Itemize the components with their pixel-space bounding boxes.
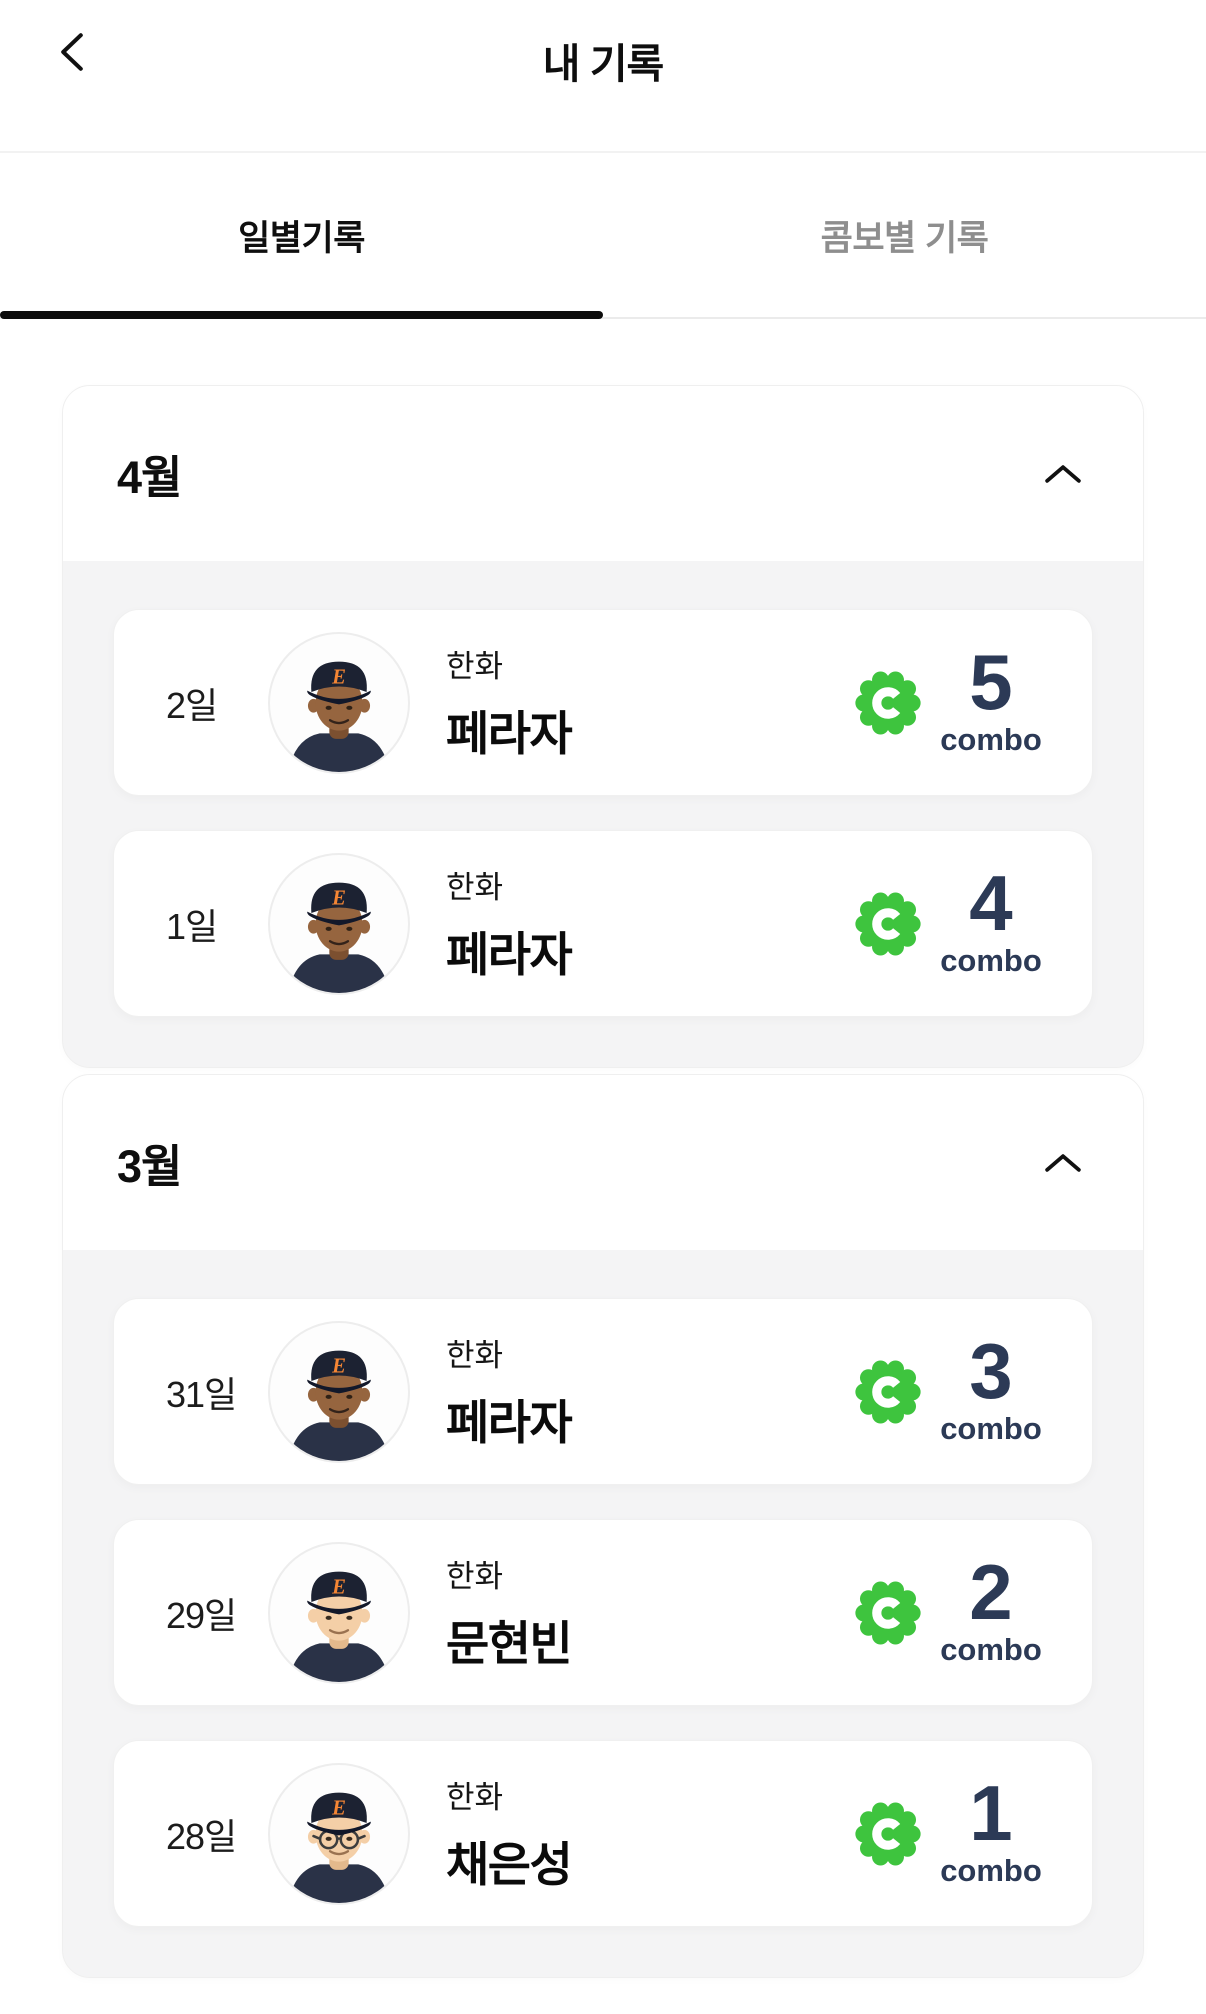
month-title: 4월: [117, 452, 182, 503]
team-name: 한화: [446, 1338, 504, 1373]
combo-badge-icon: [855, 1802, 921, 1865]
record-card[interactable]: 29일 E: [113, 1519, 1093, 1706]
combo-value: 3 combo: [938, 1327, 1044, 1447]
combo-value: 5 combo: [938, 638, 1044, 758]
combo-label: combo: [940, 1631, 1042, 1667]
combo-group: 1 combo: [854, 1769, 1044, 1889]
chevron-left-icon: [61, 33, 83, 71]
section-body: 2일 E: [63, 561, 1143, 1067]
combo-count: 2: [969, 1548, 1013, 1637]
collapse-section-button[interactable]: [1037, 1137, 1089, 1189]
player-info: 한화 페라자: [446, 641, 573, 764]
player-name: 페라자: [446, 928, 573, 981]
app-bar: 내 기록: [0, 0, 1206, 151]
combo-value: 2 combo: [938, 1548, 1044, 1668]
player-avatar: E: [268, 1320, 410, 1463]
combo-count: 5: [969, 638, 1013, 727]
combo-group: 3 combo: [854, 1327, 1044, 1447]
player-name: 페라자: [446, 1396, 573, 1449]
record-date: 31일: [166, 1373, 237, 1415]
chevron-up-icon: [1045, 1153, 1081, 1172]
team-name: 한화: [446, 870, 504, 905]
player-name: 채은성: [446, 1838, 573, 1891]
combo-group: 4 combo: [854, 859, 1044, 979]
month-section: 3월 31일: [62, 1074, 1144, 1978]
player-info: 한화 문현빈: [446, 1551, 573, 1674]
page-title: 내 기록: [542, 41, 665, 87]
player-info: 한화 페라자: [446, 862, 573, 985]
combo-group: 5 combo: [854, 638, 1044, 758]
record-date: 2일: [166, 684, 218, 726]
player-avatar: E: [268, 1762, 410, 1905]
tab-daily-records[interactable]: 일별기록: [0, 153, 603, 317]
month-header[interactable]: 4월: [63, 386, 1143, 561]
svg-text:E: E: [331, 1797, 346, 1819]
record-card[interactable]: 2일 E: [113, 609, 1093, 796]
month-section: 4월 2일: [62, 385, 1144, 1068]
combo-value: 1 combo: [938, 1769, 1044, 1889]
combo-label: combo: [940, 942, 1042, 978]
player-name: 문현빈: [446, 1617, 573, 1670]
team-name: 한화: [446, 1780, 504, 1815]
app-bar-divider: [0, 151, 1206, 153]
record-card[interactable]: 31일 E: [113, 1298, 1093, 1485]
combo-badge-icon: [855, 1360, 921, 1423]
record-date: 29일: [166, 1594, 237, 1636]
combo-badge-icon: [855, 892, 921, 955]
player-avatar: E: [268, 631, 410, 774]
svg-text:E: E: [331, 1576, 346, 1598]
combo-group: 2 combo: [854, 1548, 1044, 1668]
record-date: 28일: [166, 1815, 237, 1857]
record-card[interactable]: 1일 E: [113, 830, 1093, 1017]
back-button[interactable]: [42, 20, 102, 84]
combo-label: combo: [940, 721, 1042, 757]
tab-bar: 일별기록 콤보별 기록: [0, 153, 1206, 319]
month-title: 3월: [117, 1141, 182, 1192]
combo-count: 4: [969, 859, 1013, 948]
combo-count: 3: [969, 1327, 1013, 1416]
player-info: 한화 채은성: [446, 1772, 573, 1895]
record-date: 1일: [166, 905, 218, 947]
combo-badge-icon: [855, 1581, 921, 1644]
combo-label: combo: [940, 1852, 1042, 1888]
player-info: 한화 페라자: [446, 1330, 573, 1453]
active-tab-indicator: [0, 311, 603, 319]
records-list: 4월 2일: [0, 319, 1206, 1978]
combo-badge-icon: [855, 671, 921, 734]
collapse-section-button[interactable]: [1037, 448, 1089, 500]
month-header[interactable]: 3월: [63, 1075, 1143, 1250]
player-avatar: E: [268, 1541, 410, 1684]
svg-text:E: E: [331, 666, 346, 688]
svg-text:E: E: [331, 887, 346, 909]
team-name: 한화: [446, 1559, 504, 1594]
team-name: 한화: [446, 649, 504, 684]
combo-count: 1: [969, 1769, 1013, 1858]
tab-combo-records[interactable]: 콤보별 기록: [603, 153, 1206, 317]
chevron-up-icon: [1045, 464, 1081, 483]
player-name: 페라자: [446, 707, 573, 760]
combo-label: combo: [940, 1410, 1042, 1446]
player-avatar: E: [268, 852, 410, 995]
svg-text:E: E: [331, 1355, 346, 1377]
section-body: 31일 E: [63, 1250, 1143, 1977]
combo-value: 4 combo: [938, 859, 1044, 979]
record-card[interactable]: 28일 E: [113, 1740, 1093, 1927]
